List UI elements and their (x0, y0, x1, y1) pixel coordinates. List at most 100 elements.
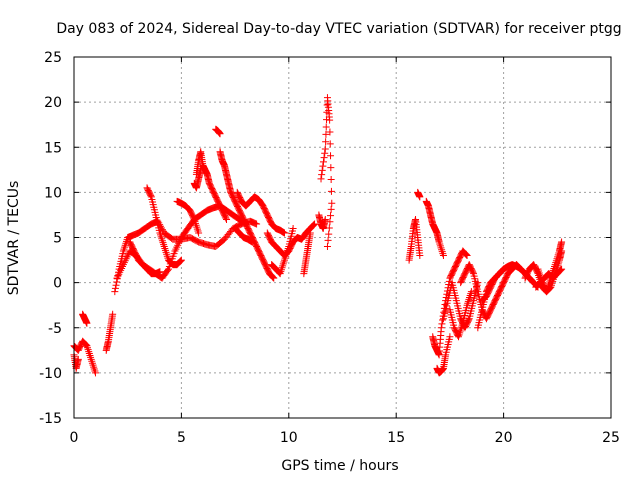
data-point-arc-20 (322, 138, 330, 146)
data-point-arc-24 (439, 316, 447, 324)
data-point-arc-6 (164, 266, 172, 274)
data-point-arc-29 (528, 277, 536, 285)
data-point-arc-7 (161, 244, 169, 252)
data-point-arc-7 (160, 243, 168, 251)
data-point-arc-5 (121, 241, 129, 249)
y-tick-label: 10 (44, 185, 62, 201)
data-point-arc-20 (327, 175, 335, 183)
y-tick-label: 20 (44, 95, 62, 111)
data-point-arc-16 (309, 221, 317, 229)
grid-lines (74, 57, 611, 418)
data-point-arc-23 (436, 240, 444, 248)
y-tick-label: -10 (39, 366, 62, 382)
data-point-arc-20 (318, 171, 326, 179)
data-point-arc-23 (436, 242, 444, 250)
data-point-arc-25 (446, 333, 454, 341)
y-tick-label: -15 (39, 411, 62, 427)
data-point-arc-15 (248, 238, 256, 246)
y-axis-label: SDTVAR / TECUs (6, 181, 22, 296)
data-point-arc-20 (321, 149, 329, 157)
data-point-arc-24 (437, 324, 445, 332)
y-tick-label: 0 (53, 276, 62, 292)
data-point-arc-12 (197, 166, 205, 174)
data-point-arc-20 (327, 152, 335, 160)
data-point-arc-20 (327, 205, 335, 213)
data-point-arc-1 (91, 369, 99, 377)
data-point-arc-24 (462, 251, 470, 259)
data-point-arc-26 (465, 316, 473, 324)
data-point-arc-20 (326, 128, 334, 136)
data-point-arc-7 (147, 192, 155, 200)
data-point-arc-21 (416, 252, 424, 260)
data-point-arc-9 (190, 214, 198, 222)
data-point-arc-22 (416, 193, 424, 201)
data-point-arc-1 (90, 365, 98, 373)
data-point-arc-7 (177, 256, 185, 264)
data-point-arc-5 (121, 243, 129, 251)
data-point-arc-1 (85, 350, 93, 358)
y-tick-label: 25 (44, 50, 62, 66)
data-point-arc-5 (111, 284, 119, 292)
data-point-arc-20 (323, 243, 331, 251)
data-point-arc-20 (318, 166, 326, 174)
data-point-arc-20 (327, 164, 335, 172)
data-point-arc-20 (327, 212, 335, 220)
data-point-arc-20 (326, 140, 334, 148)
data-point-arc-29 (530, 279, 538, 287)
data-point-arc-10 (223, 215, 231, 223)
data-point-arc-18 (306, 229, 314, 237)
data-point-arc-1 (88, 357, 96, 365)
data-point-arc-1 (87, 355, 95, 363)
data-point-arc-17 (279, 262, 287, 270)
data-point-arc-23 (438, 248, 446, 256)
data-point-arc-5 (111, 288, 119, 296)
data-point-arc-27 (466, 293, 474, 301)
data-point-arc-1 (91, 367, 99, 375)
data-point-arc-20 (325, 224, 333, 232)
data-point-arc-9 (193, 225, 201, 233)
data-point-arc-30 (500, 265, 508, 273)
data-point-arc-13 (270, 274, 278, 282)
data-point-arc-27 (464, 297, 472, 305)
data-point-arc-23 (437, 244, 445, 252)
data-point-arc-16 (310, 221, 318, 229)
data-point-arc-5 (253, 220, 261, 228)
data-point-arc-30 (498, 266, 506, 274)
data-point-arc-7 (159, 239, 167, 247)
x-tick-label: 15 (387, 430, 405, 446)
data-point-arc-13 (269, 273, 277, 281)
x-tick-label: 20 (495, 430, 513, 446)
y-tick-label: 5 (53, 231, 62, 247)
x-axis-label: GPS time / hours (281, 458, 398, 474)
data-point-arc-24 (438, 320, 446, 328)
data-point-arc-20 (324, 236, 332, 244)
data-point-arc-16 (311, 220, 319, 228)
data-point-arc-2 (74, 355, 82, 363)
x-tick-labels: 0 5 10 15 20 25 (70, 430, 620, 446)
data-point-arc-32 (558, 265, 566, 273)
x-tick-label: 25 (602, 430, 620, 446)
x-tick-label: 0 (70, 430, 79, 446)
data-points (70, 94, 566, 377)
data-point-arc-11 (216, 130, 224, 138)
data-point-arc-7 (161, 246, 169, 254)
data-point-arc-19 (321, 215, 329, 223)
data-point-arc-27 (467, 290, 475, 298)
data-point-arc-14 (281, 229, 289, 237)
data-point-arc-4 (109, 310, 117, 318)
data-point-arc-7 (177, 257, 185, 265)
data-point-arc-1 (88, 359, 96, 367)
data-point-arc-23 (439, 250, 447, 258)
data-point-arc-7 (162, 248, 170, 256)
data-point-arc-30 (499, 266, 507, 274)
data-point-arc-7 (176, 257, 184, 265)
data-point-arc-17 (279, 260, 287, 268)
data-point-arc-1 (90, 363, 98, 371)
data-point-arc-7 (163, 250, 171, 258)
data-point-arc-23 (439, 252, 447, 260)
data-point-arc-17 (281, 256, 289, 264)
data-point-arc-27 (465, 295, 473, 303)
data-point-arc-20 (319, 162, 327, 170)
data-point-arc-20 (321, 145, 329, 153)
